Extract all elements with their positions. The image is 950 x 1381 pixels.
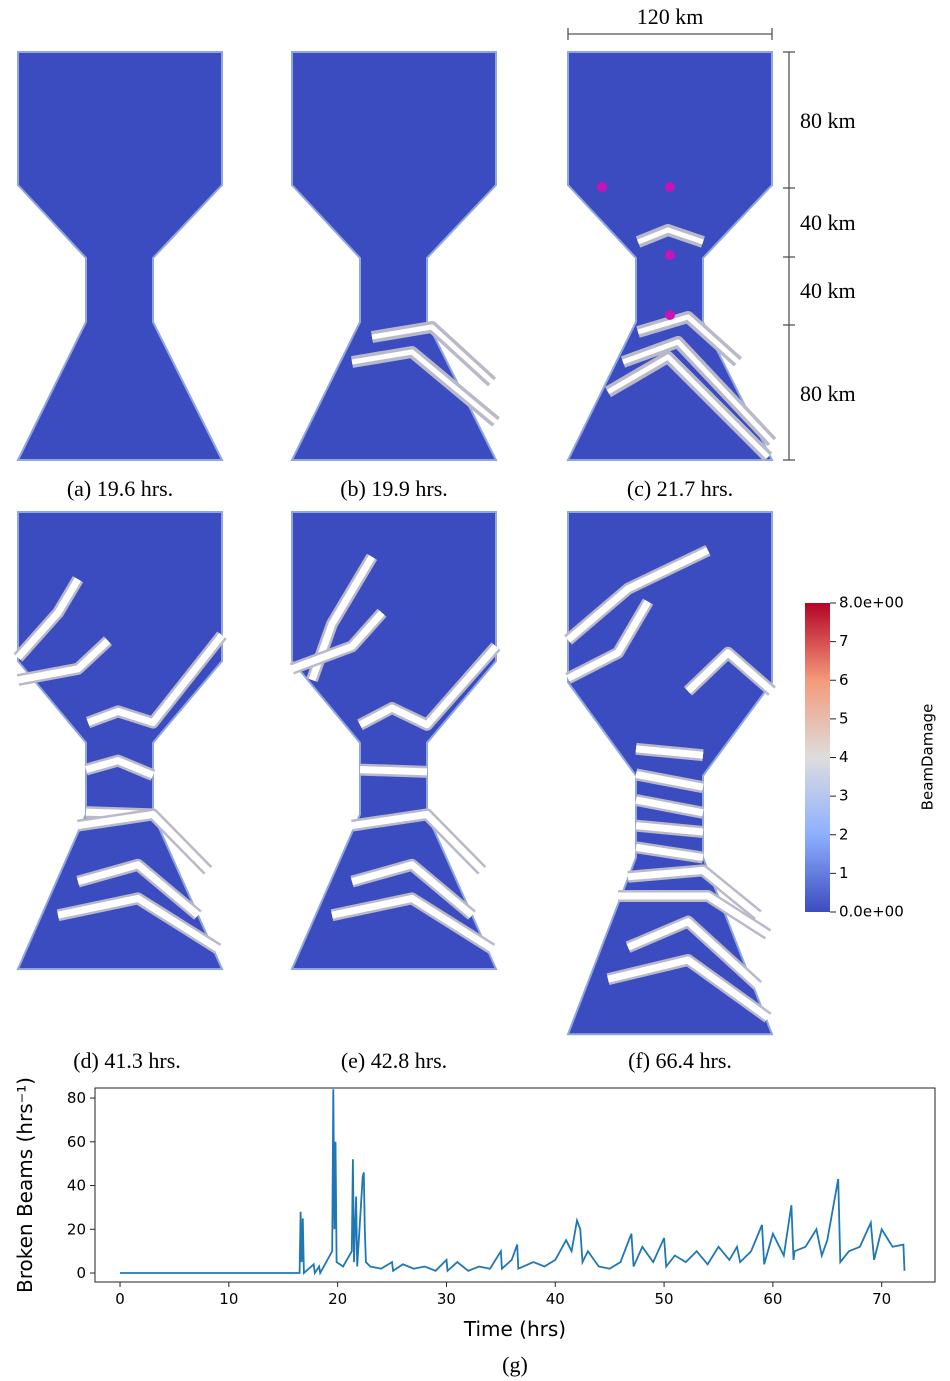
y-axis-label: Broken Beams (hrs⁻¹) (13, 1077, 37, 1293)
crack (17, 638, 111, 684)
probe-point (665, 250, 675, 260)
mesh (290, 51, 498, 461)
probe-point (665, 182, 675, 192)
colorbar-tick-label: 0.0e+00 (839, 903, 904, 921)
x-tick-label: 0 (115, 1290, 125, 1308)
crack (351, 861, 475, 918)
y-tick-label: 0 (76, 1264, 86, 1282)
crack (635, 822, 704, 836)
height-label: 40 km (800, 278, 856, 303)
crack (626, 918, 761, 989)
crack (607, 956, 771, 1021)
crack (77, 810, 211, 873)
crack (359, 766, 428, 776)
crack (565, 547, 710, 643)
x-tick-label: 60 (763, 1290, 782, 1308)
crack (351, 810, 485, 873)
x-tick-label: 10 (219, 1290, 238, 1308)
height-label: 80 km (800, 381, 856, 406)
crack (606, 354, 770, 459)
crack (358, 644, 499, 729)
colorbar-label: BeamDamage (919, 704, 937, 811)
crack (57, 894, 220, 952)
y-tick-label: 20 (67, 1220, 86, 1238)
colorbar-tick-label: 4 (839, 748, 849, 766)
data-line (120, 1089, 906, 1276)
simulation-panels (13, 51, 777, 1036)
probe-point (665, 310, 675, 320)
caption: (b) 19.9 hrs. (340, 476, 448, 501)
crack (566, 599, 652, 682)
crack (618, 892, 770, 938)
caption: (g) (502, 1352, 528, 1377)
x-tick-label: 40 (546, 1290, 565, 1308)
crack (331, 894, 494, 952)
crack (77, 861, 201, 918)
colorbar-tick-label: 5 (839, 709, 849, 727)
mesh (16, 51, 224, 461)
colorbar-tick-label: 1 (839, 864, 849, 882)
caption: (e) 42.8 hrs. (341, 1048, 447, 1073)
crack (637, 314, 740, 364)
x-tick-label: 50 (655, 1290, 674, 1308)
colorbar-ticks: 8.0e+00 7 6 5 4 3 2 1 0.0e+00 (830, 594, 904, 921)
crack (15, 577, 82, 660)
colorbar-tick-label: 7 (839, 632, 849, 650)
crack (290, 610, 385, 673)
crack (635, 796, 704, 817)
caption: (f) 66.4 hrs. (628, 1048, 732, 1073)
height-label: 40 km (800, 210, 856, 235)
crack (685, 649, 775, 694)
colorbar-tick-label: 3 (839, 787, 849, 805)
x-tick-label: 20 (328, 1290, 347, 1308)
colorbar (805, 603, 830, 912)
crack (635, 745, 704, 759)
crack (635, 843, 704, 862)
crack (635, 770, 704, 791)
height-label: 80 km (800, 108, 856, 133)
width-label: 120 km (637, 4, 704, 29)
crack (622, 339, 774, 444)
x-tick-label: 70 (872, 1290, 891, 1308)
probe-point (597, 182, 607, 192)
chart: 0 10 20 30 40 50 60 70 0 20 40 60 80 (67, 1089, 906, 1308)
y-tick-label: 40 (67, 1177, 86, 1195)
x-axis-label: Time (hrs) (463, 1317, 566, 1341)
y-tick-label: 80 (67, 1089, 86, 1107)
crack (85, 757, 155, 779)
mesh (566, 511, 774, 1036)
caption: (d) 41.3 hrs. (73, 1048, 181, 1073)
crack (351, 349, 498, 424)
crack (371, 324, 494, 384)
crack (637, 227, 704, 245)
colorbar-tick-label: 2 (839, 825, 849, 843)
mesh (16, 511, 224, 970)
colorbar-tick-label: 6 (839, 671, 849, 689)
plot-frame (94, 1087, 936, 1283)
dimension-lines (567, 28, 795, 461)
mesh (290, 511, 498, 970)
x-tick-label: 30 (437, 1290, 456, 1308)
crack (86, 633, 225, 727)
colorbar-tick-label: 8.0e+00 (839, 594, 904, 612)
crack (627, 866, 761, 918)
caption: (a) 19.6 hrs. (67, 476, 173, 501)
caption: (c) 21.7 hrs. (627, 476, 733, 501)
y-tick-label: 60 (67, 1133, 86, 1151)
